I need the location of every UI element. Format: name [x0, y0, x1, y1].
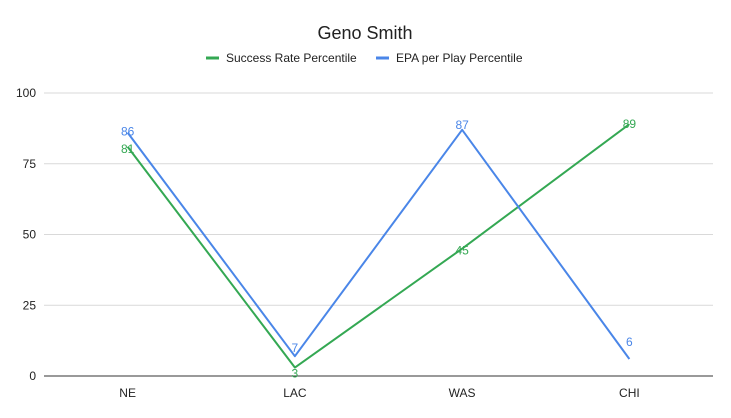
legend: Success Rate Percentile EPA per Play Per…: [206, 51, 523, 65]
y-tick-label: 75: [23, 157, 37, 171]
data-label-epa-per-play-percentile: 87: [455, 118, 469, 132]
y-tick-label: 25: [23, 298, 37, 312]
series-line-epa-per-play-percentile[interactable]: [126, 128, 631, 360]
series-lines: [126, 123, 631, 369]
x-tick-label: NE: [119, 386, 136, 400]
legend-item-epa-per-play[interactable]: EPA per Play Percentile: [376, 51, 523, 65]
data-label-success-rate-percentile: 89: [623, 117, 637, 131]
data-labels: 81 3 45 89 86 7 87 6: [121, 117, 636, 380]
y-tick-label: 50: [23, 228, 37, 242]
legend-label-success-rate: Success Rate Percentile: [226, 51, 357, 65]
y-tick-label: 100: [16, 86, 36, 100]
chart-title: Geno Smith: [317, 23, 412, 43]
data-label-epa-per-play-percentile: 6: [626, 335, 633, 349]
gridlines: [44, 92, 713, 306]
data-label-success-rate-percentile: 81: [121, 142, 135, 156]
y-axis-ticks: 0 25 50 75 100: [16, 86, 36, 383]
x-tick-label: CHI: [619, 386, 640, 400]
data-label-epa-per-play-percentile: 86: [121, 125, 135, 139]
legend-label-epa-per-play: EPA per Play Percentile: [396, 51, 523, 65]
data-label-epa-per-play-percentile: 7: [292, 341, 299, 355]
series-line-success-rate-percentile[interactable]: [126, 123, 630, 369]
legend-item-success-rate[interactable]: Success Rate Percentile: [206, 51, 357, 65]
y-tick-label: 0: [29, 369, 36, 383]
x-tick-label: WAS: [449, 386, 476, 400]
x-axis-ticks: NE LAC WAS CHI: [119, 386, 639, 400]
x-tick-label: LAC: [283, 386, 307, 400]
data-label-success-rate-percentile: 3: [292, 367, 299, 381]
data-label-success-rate-percentile: 45: [455, 244, 469, 258]
